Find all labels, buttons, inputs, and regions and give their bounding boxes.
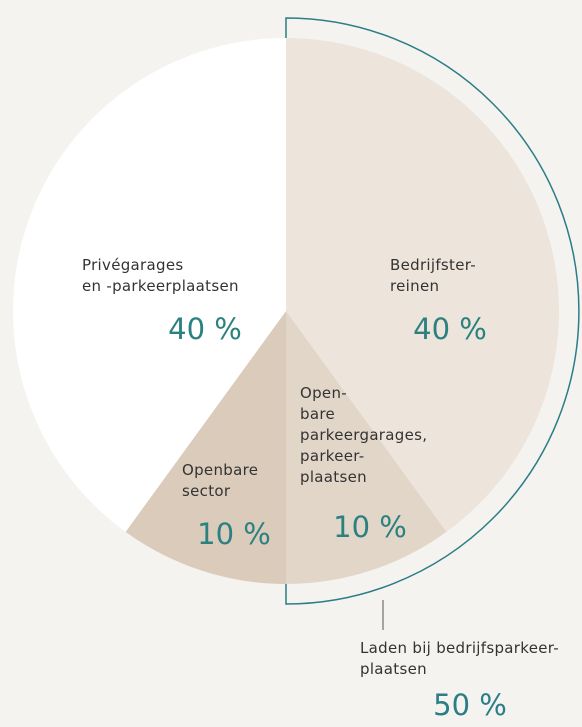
pie-slice: [125, 311, 286, 584]
slice-label: Open- bare parkeergarages, parkeer- plaa…: [300, 384, 428, 486]
value-label: 10 %: [197, 517, 271, 551]
pie-slice: [13, 38, 286, 532]
annotation-value: 50 %: [433, 688, 507, 722]
slice-label: Privégarages en -parkeerplaatsen: [82, 256, 239, 295]
value-label: 40 %: [413, 312, 487, 346]
pie-slice: [286, 38, 559, 532]
value-label: 10 %: [333, 510, 407, 544]
slice-label: Bedrijfster- reinen: [390, 256, 476, 295]
pie-slice: [286, 311, 447, 584]
annotation-bracket: [285, 17, 580, 605]
slice-label: Openbare sector: [182, 461, 259, 500]
value-label: 40 %: [168, 312, 242, 346]
annotation-label: Laden bij bedrijfsparkeer- plaatsen: [360, 639, 559, 678]
